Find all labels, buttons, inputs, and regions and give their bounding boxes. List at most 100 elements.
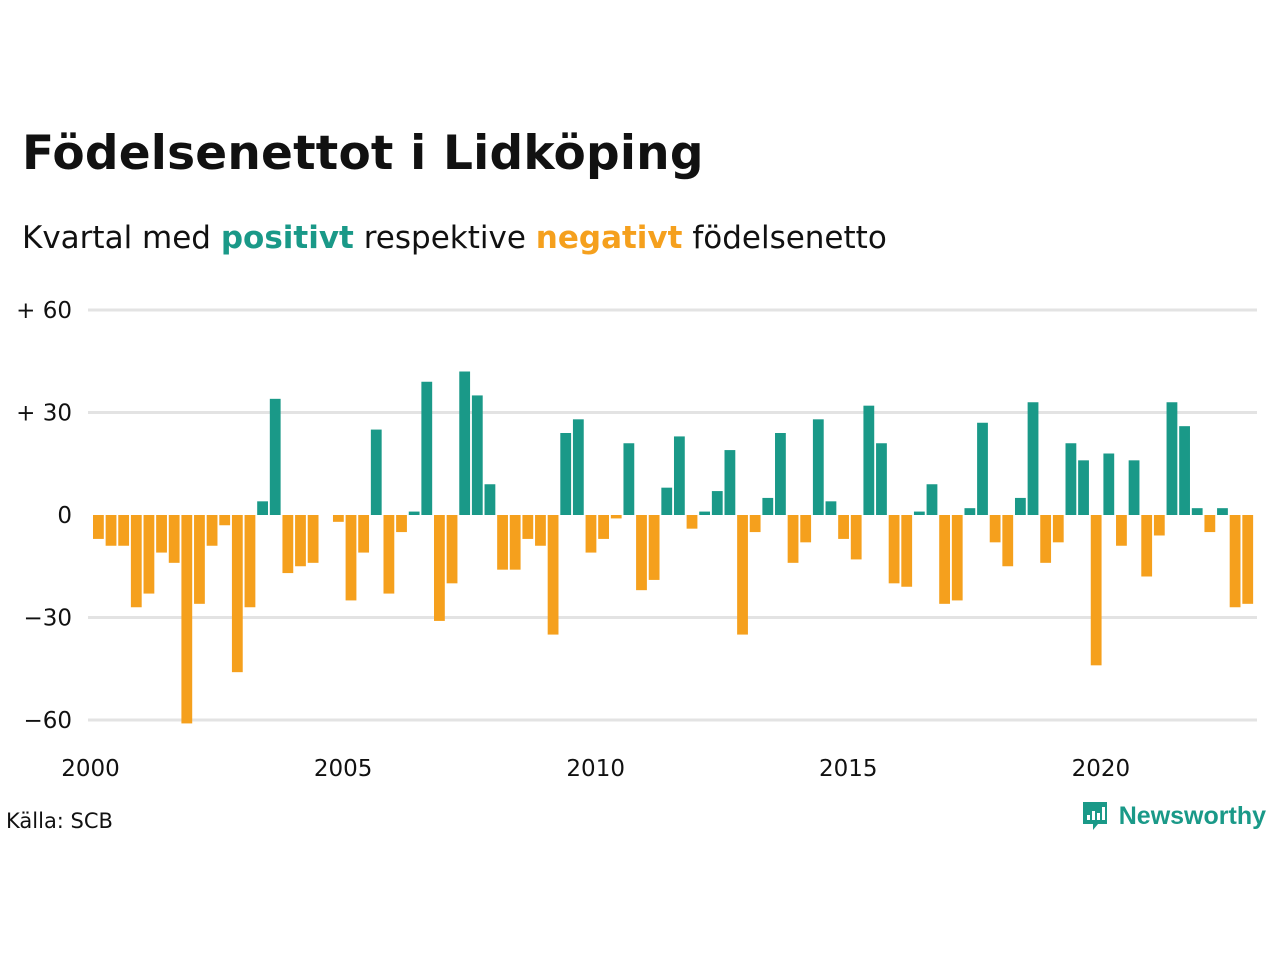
bar — [105, 515, 117, 546]
bar — [1014, 497, 1026, 515]
bar — [1002, 515, 1014, 567]
bar — [257, 501, 268, 515]
bar — [989, 515, 1001, 543]
bar — [800, 515, 812, 543]
bar — [850, 515, 862, 560]
bar — [762, 497, 774, 515]
bar — [623, 443, 635, 515]
bar — [206, 515, 218, 546]
bar — [661, 487, 673, 515]
bar — [130, 515, 142, 608]
y-tick-label: −30 — [23, 606, 72, 632]
bar — [244, 515, 256, 608]
bar — [522, 515, 534, 539]
bar — [396, 515, 407, 533]
bars — [93, 371, 1254, 724]
bar — [1128, 460, 1140, 515]
x-tick-label: 2015 — [819, 756, 878, 782]
bar — [1103, 453, 1115, 515]
y-tick-label: + 60 — [16, 298, 72, 324]
bar — [888, 515, 900, 584]
subtitle-suffix: födelsenetto — [682, 220, 887, 256]
subtitle-positive: positivt — [220, 220, 354, 256]
bar — [295, 515, 306, 567]
bar — [913, 511, 925, 515]
bar — [118, 515, 130, 546]
bar — [345, 515, 357, 601]
bar — [673, 436, 685, 515]
bar — [408, 511, 420, 515]
bar — [1166, 402, 1178, 515]
bar — [1116, 515, 1127, 546]
bar — [560, 433, 572, 515]
bar — [610, 515, 622, 519]
bar — [231, 515, 243, 673]
bar — [838, 515, 849, 539]
bar — [269, 398, 281, 515]
bar — [509, 515, 521, 570]
bar — [282, 515, 294, 574]
bar — [1078, 460, 1089, 515]
bar — [370, 429, 382, 515]
bar — [421, 381, 433, 515]
bar — [143, 515, 155, 594]
chart-subtitle: Kvartal med positivt respektive negativt… — [22, 218, 887, 258]
bar — [1217, 508, 1228, 515]
bar — [358, 515, 370, 553]
grid-lines — [88, 308, 1257, 722]
bar — [93, 515, 104, 539]
subtitle-middle: respektive — [353, 220, 536, 256]
bar — [547, 515, 559, 635]
bar — [446, 515, 458, 584]
bar — [307, 515, 319, 563]
bar — [812, 419, 824, 515]
brand-name: Newsworthy — [1118, 801, 1266, 830]
y-tick-label: 0 — [57, 503, 72, 529]
bar — [1229, 515, 1241, 608]
bar — [484, 484, 496, 515]
bar — [585, 515, 597, 553]
x-tick-label: 2020 — [1072, 756, 1131, 782]
y-tick-label: −60 — [23, 708, 72, 734]
newsworthy-logo-icon — [1082, 802, 1107, 830]
bar — [598, 515, 609, 539]
x-tick-label: 2005 — [314, 756, 373, 782]
bar — [926, 484, 938, 515]
bar — [1141, 515, 1153, 577]
y-tick-label: + 30 — [16, 401, 72, 427]
x-tick-label: 2000 — [61, 756, 120, 782]
bar — [939, 515, 951, 604]
bar — [863, 405, 875, 515]
bar — [964, 508, 976, 515]
bar — [332, 515, 344, 522]
bar — [383, 515, 395, 594]
bar — [168, 515, 180, 563]
chart-title: Födelsenettot i Lidköping — [22, 126, 704, 181]
subtitle-negative: negativt — [535, 220, 683, 256]
bar — [194, 515, 205, 604]
subtitle-prefix: Kvartal med — [22, 220, 221, 256]
bar — [724, 450, 736, 515]
bar-chart: + 60 + 30 0 −30 −60 2000 2005 2010 2015 2020 — [16, 298, 1257, 782]
bar — [1242, 515, 1254, 604]
source-note: Källa: SCB — [6, 809, 113, 833]
bar — [471, 395, 483, 515]
brand-logo: Newsworthy — [1081, 800, 1266, 832]
x-tick-label: 2010 — [566, 756, 625, 782]
bar — [636, 515, 647, 591]
bar — [1090, 515, 1102, 666]
bar — [787, 515, 799, 563]
bar — [686, 515, 698, 529]
bar — [737, 515, 748, 635]
bar — [497, 515, 508, 570]
bar — [749, 515, 761, 533]
bar — [699, 511, 711, 515]
bar — [572, 419, 584, 515]
bar — [219, 515, 231, 526]
bar — [156, 515, 167, 553]
bar — [1052, 515, 1064, 543]
bar — [1153, 515, 1165, 536]
bar — [711, 491, 723, 515]
bar — [901, 515, 913, 587]
bar — [1204, 515, 1216, 533]
